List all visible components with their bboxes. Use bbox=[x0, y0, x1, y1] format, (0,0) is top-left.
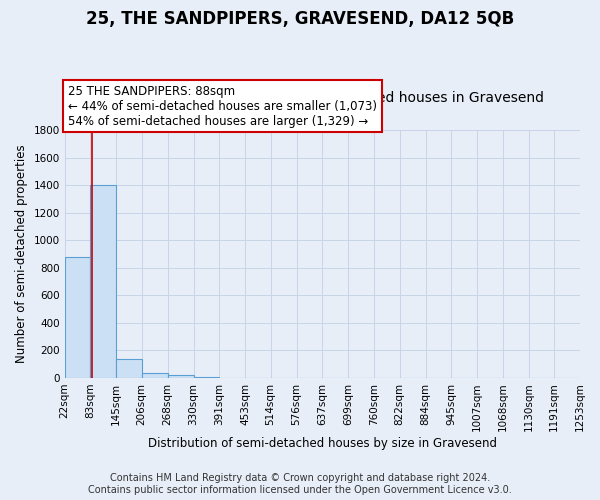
Bar bbox=[116, 358, 142, 378]
X-axis label: Distribution of semi-detached houses by size in Gravesend: Distribution of semi-detached houses by … bbox=[148, 437, 497, 450]
Bar bbox=[90, 186, 116, 378]
Title: Size of property relative to semi-detached houses in Gravesend: Size of property relative to semi-detach… bbox=[101, 92, 544, 106]
Bar bbox=[194, 377, 219, 378]
Text: Contains HM Land Registry data © Crown copyright and database right 2024.
Contai: Contains HM Land Registry data © Crown c… bbox=[88, 474, 512, 495]
Bar bbox=[142, 373, 167, 378]
Y-axis label: Number of semi-detached properties: Number of semi-detached properties bbox=[15, 144, 28, 364]
Bar bbox=[65, 257, 90, 378]
Text: 25, THE SANDPIPERS, GRAVESEND, DA12 5QB: 25, THE SANDPIPERS, GRAVESEND, DA12 5QB bbox=[86, 10, 514, 28]
Bar bbox=[167, 375, 194, 378]
Text: 25 THE SANDPIPERS: 88sqm
← 44% of semi-detached houses are smaller (1,073)
54% o: 25 THE SANDPIPERS: 88sqm ← 44% of semi-d… bbox=[68, 84, 377, 128]
